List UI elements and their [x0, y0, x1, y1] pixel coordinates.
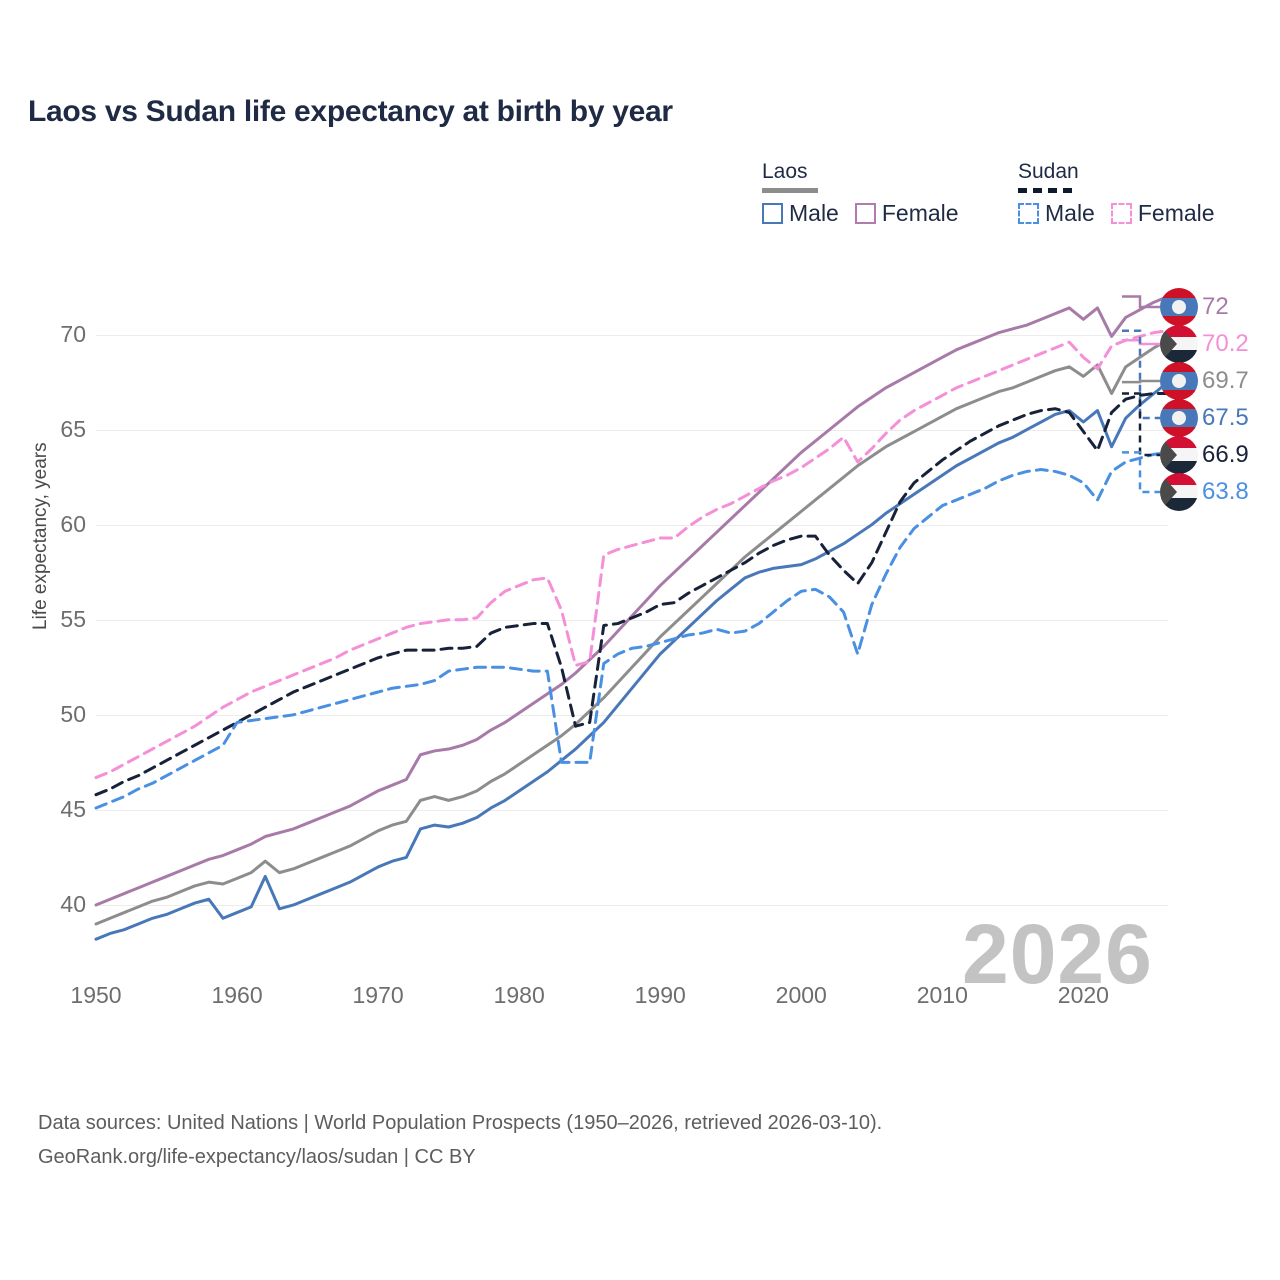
- x-axis-tick-label: 1950: [70, 982, 122, 1008]
- series-end-value: 72: [1202, 293, 1229, 320]
- x-axis-tick-label: 1970: [352, 982, 404, 1008]
- legend-group-laos-label: Laos: [762, 160, 808, 183]
- x-axis-tick-label: 1990: [634, 982, 686, 1008]
- leader-lines: [1122, 295, 1160, 494]
- y-axis-title: Life expectancy, years: [30, 442, 51, 630]
- series-end-value: 70.2: [1202, 330, 1249, 357]
- sudan-flag-icon: [1160, 436, 1198, 474]
- series-end-value: 63.8: [1202, 478, 1249, 505]
- gridline: [96, 524, 1168, 526]
- series-line: [94, 295, 1170, 907]
- legend-item-laos-male-label: Male: [789, 200, 839, 226]
- legend-item-laos-female-label: Female: [881, 200, 959, 226]
- sudan-flag-icon: [1160, 473, 1198, 511]
- legend-group-laos: Laos Male Female: [762, 160, 959, 227]
- legend-item-sudan-male[interactable]: Male: [1018, 200, 1095, 227]
- gridline: [96, 714, 1168, 716]
- y-axis-tick-label: 55: [60, 605, 86, 632]
- x-axis-tick-label: 2010: [916, 982, 968, 1008]
- series-end-value: 66.9: [1202, 441, 1249, 468]
- leader-line: [1122, 379, 1160, 384]
- series-end-label: 72: [1160, 288, 1229, 326]
- series-end-label: 66.9: [1160, 436, 1249, 474]
- gridline: [96, 429, 1168, 431]
- sudan-flag-icon: [1160, 325, 1198, 363]
- legend-item-laos-female[interactable]: Female: [854, 200, 959, 227]
- x-axis-tick-label: 1960: [211, 982, 263, 1008]
- footer-credits: Data sources: United Nations | World Pop…: [38, 1106, 882, 1175]
- leader-line: [1122, 451, 1160, 494]
- series-end-labels: 72 70.2 69.7 67.5 66.9 63.8: [1122, 268, 1280, 962]
- legend-swatch-sudan-female-icon: [1110, 203, 1132, 224]
- legend-group-sudan-label: Sudan: [1018, 160, 1079, 183]
- legend-group-sudan-rule: [1018, 188, 1074, 193]
- laos-flag-icon: [1160, 362, 1198, 400]
- series-line: [94, 329, 1170, 780]
- gridline: [96, 904, 1168, 906]
- laos-flag-icon: [1160, 288, 1198, 326]
- legend-swatch-laos-male-icon: [762, 203, 783, 224]
- series-end-value: 67.5: [1202, 404, 1249, 431]
- series-end-label: 69.7: [1160, 362, 1249, 400]
- leader-line: [1122, 392, 1160, 457]
- legend-item-sudan-female-label: Female: [1137, 200, 1215, 226]
- y-axis-tick-label: 65: [60, 415, 86, 442]
- year-watermark: 2026: [962, 907, 1153, 1001]
- series-end-value: 69.7: [1202, 367, 1249, 394]
- y-axis-tick-label: 50: [60, 700, 86, 727]
- legend-swatch-sudan-male-icon: [1018, 203, 1039, 224]
- series-line: [94, 380, 1170, 941]
- series-end-label: 70.2: [1160, 325, 1249, 363]
- chart-legend: Laos Male Female Sudan Male: [762, 160, 1262, 240]
- footer-line-1: Data sources: United Nations | World Pop…: [38, 1112, 883, 1134]
- legend-group-sudan: Sudan Male Female: [1018, 160, 1215, 227]
- gridline: [96, 619, 1168, 621]
- footer-line-2: GeoRank.org/life-expectancy/laos/sudan |…: [38, 1146, 476, 1169]
- y-axis-tick-label: 60: [60, 510, 86, 537]
- x-axis-tick-label: 2000: [775, 982, 827, 1008]
- series-lines: [94, 295, 1170, 941]
- series-end-label: 63.8: [1160, 473, 1249, 511]
- laos-flag-icon: [1160, 399, 1198, 437]
- x-axis-tick-label: 2020: [1057, 982, 1109, 1008]
- series-line: [94, 338, 1170, 926]
- legend-group-laos-rule: [762, 188, 818, 193]
- gridline: [96, 334, 1168, 336]
- legend-item-sudan-female[interactable]: Female: [1110, 200, 1215, 227]
- page-title: Laos vs Sudan life expectancy at birth b…: [28, 95, 673, 128]
- y-axis-tick-label: 70: [60, 320, 86, 347]
- series-line: [94, 450, 1170, 810]
- legend-item-sudan-male-label: Male: [1045, 200, 1095, 226]
- x-axis-tick-label: 1980: [493, 982, 545, 1008]
- legend-swatch-laos-female-icon: [854, 203, 876, 224]
- y-axis-tick-label: 45: [60, 795, 86, 822]
- gridline: [96, 809, 1168, 811]
- plot-area: 40 45 50 55 60 65 70 1950 1960 1970 1980 1990 2000 2…: [60, 268, 1170, 1008]
- leader-line: [1122, 329, 1160, 420]
- series-end-label: 67.5: [1160, 399, 1249, 437]
- legend-item-laos-male[interactable]: Male: [762, 200, 839, 227]
- y-axis-tick-label: 40: [60, 890, 86, 917]
- series-line: [94, 391, 1170, 797]
- leader-line: [1122, 295, 1160, 309]
